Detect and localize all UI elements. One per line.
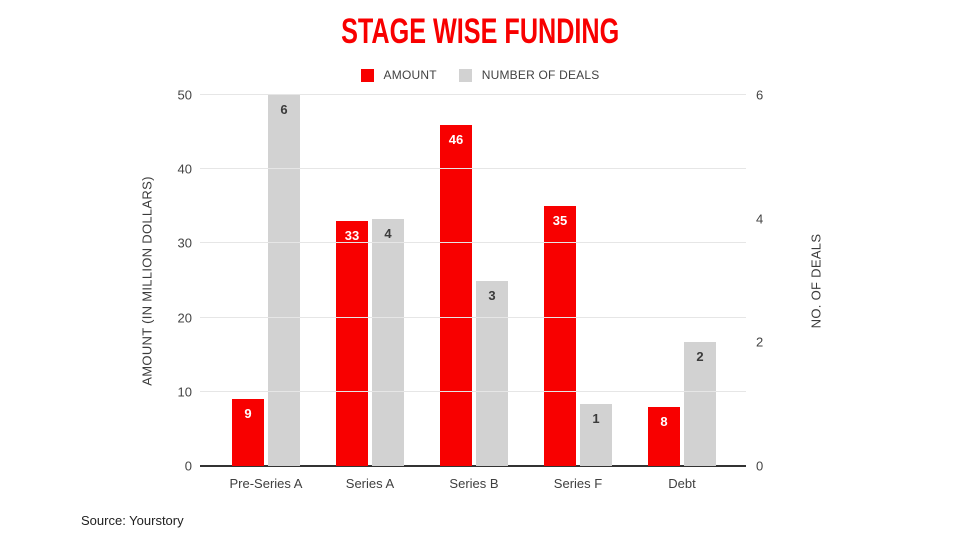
- category-label: Series B: [449, 476, 499, 491]
- bar-amount: 33: [336, 221, 368, 466]
- axis-tick-label: 40: [177, 161, 192, 177]
- bars-layer: 9 6 33 4 46 3 35 1 8 2: [214, 95, 734, 466]
- category-label: Pre-Series A: [229, 476, 303, 491]
- axis-tick-label: 50: [177, 87, 192, 103]
- bar-number-of-deals: 2: [684, 342, 716, 466]
- plot-area: 9 6 33 4 46 3 35 1 8 2: [200, 94, 746, 467]
- bar-amount: 35: [544, 206, 576, 466]
- bar-value-label: 4: [384, 225, 392, 241]
- bar-value-label: 46: [448, 131, 464, 147]
- legend-item: AMOUNT: [360, 68, 437, 82]
- bar-number-of-deals: 3: [476, 280, 508, 466]
- gridline: [200, 94, 746, 95]
- axis-tick-label: 2: [756, 334, 764, 350]
- bar-value-label: 1: [592, 411, 600, 427]
- legend-swatch-icon: [458, 68, 472, 82]
- chart-legend: AMOUNT NUMBER OF DEALS: [0, 68, 960, 82]
- category-label: Series F: [553, 476, 603, 491]
- bar-value-label: 33: [344, 228, 360, 244]
- chart-title: STAGE WISE FUNDING: [0, 12, 960, 52]
- bar-number-of-deals: 6: [268, 95, 300, 466]
- bar-value-label: 9: [244, 406, 252, 422]
- bar-value-label: 6: [280, 102, 288, 117]
- legend-label: NUMBER OF DEALS: [481, 68, 600, 82]
- axis-tick-label: 20: [177, 310, 192, 326]
- right-axis-title: NO. OF DEALS: [808, 233, 824, 329]
- x-axis-line: [200, 465, 746, 467]
- bar-value-label: 3: [488, 287, 496, 303]
- axis-tick-label: 10: [177, 384, 192, 400]
- gridline: [200, 242, 746, 244]
- bar-group: 33 4: [318, 95, 422, 466]
- legend-item: NUMBER OF DEALS: [458, 68, 600, 82]
- bar-number-of-deals: 1: [580, 404, 612, 466]
- category-label: Series A: [345, 476, 395, 491]
- bar-value-label: 2: [696, 349, 704, 365]
- legend-swatch-icon: [360, 68, 374, 82]
- category-labels: Pre-Series A Series A Series B Series F Debt: [214, 476, 734, 492]
- gridline: [200, 316, 746, 318]
- bar-value-label: 8: [660, 413, 668, 429]
- left-axis-ticks: 0 10 20 30 40 50: [128, 88, 192, 474]
- legend-label: AMOUNT: [383, 68, 437, 82]
- bar-amount: 9: [232, 399, 264, 466]
- gridline: [200, 390, 746, 392]
- source-text: Source: Yourstory: [81, 513, 184, 528]
- bar-amount: 8: [648, 406, 680, 466]
- bar-amount: 46: [440, 124, 472, 466]
- category-label: Debt: [668, 476, 696, 491]
- chart-title-text: STAGE WISE FUNDING: [340, 12, 620, 51]
- bar-group: 35 1: [526, 95, 630, 466]
- bar-group: 46 3: [422, 95, 526, 466]
- axis-tick-label: 0: [184, 458, 192, 474]
- axis-tick-label: 4: [756, 211, 764, 227]
- right-axis-ticks: 0 2 4 6: [756, 88, 796, 474]
- gridline: [200, 168, 746, 170]
- axis-tick-label: 6: [756, 87, 764, 103]
- bar-number-of-deals: 4: [372, 218, 404, 466]
- axis-tick-label: 30: [177, 235, 192, 251]
- bar-value-label: 35: [552, 213, 568, 229]
- axis-tick-label: 0: [756, 458, 764, 474]
